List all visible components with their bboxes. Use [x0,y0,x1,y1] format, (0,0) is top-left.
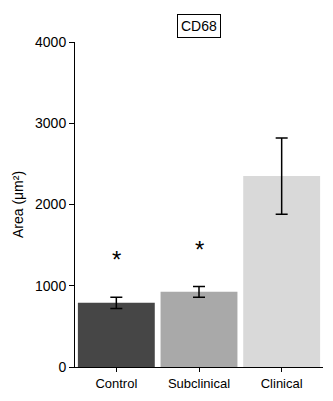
svg-text:Clinical: Clinical [261,376,303,391]
svg-text:4000: 4000 [35,34,66,50]
svg-text:3000: 3000 [35,115,66,131]
svg-text:*: * [195,236,204,263]
svg-text:*: * [112,246,121,273]
svg-text:0: 0 [58,359,66,375]
svg-text:2000: 2000 [35,196,66,212]
svg-text:1000: 1000 [35,278,66,294]
svg-text:Subclinical: Subclinical [168,376,230,391]
svg-text:Area (μm²): Area (μm²) [10,171,26,238]
svg-text:CD68: CD68 [181,18,217,34]
svg-text:Control: Control [95,376,137,391]
